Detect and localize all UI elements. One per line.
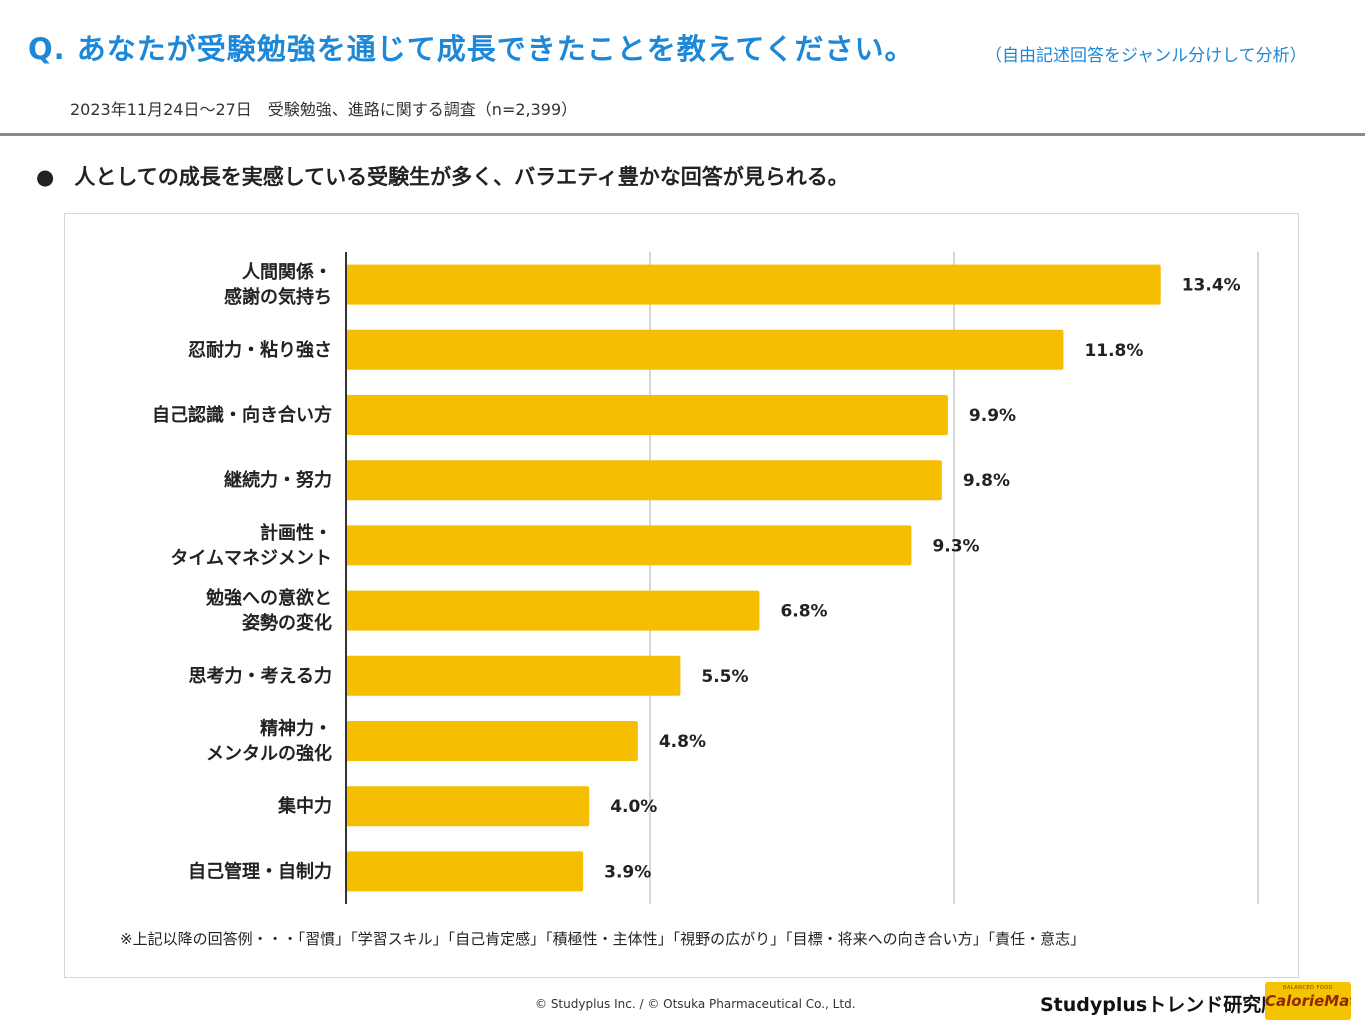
data-label: 9.3% — [932, 536, 979, 556]
bar — [346, 721, 638, 761]
category-label: 自己管理・自制力 — [188, 860, 332, 882]
data-label: 5.5% — [701, 667, 748, 687]
caloriemate-logo: BALANCED FOOD CalorieMate — [1265, 982, 1351, 1020]
bar — [346, 460, 942, 501]
category-label: 感謝の気持ち — [224, 286, 332, 308]
data-label: 11.8% — [1084, 341, 1143, 361]
category-label: 思考力・考える力 — [189, 665, 332, 687]
summary-line: ● 人としての成長を実感している受験生が多く、バラエティ豊かな回答が見られる。 — [36, 161, 849, 191]
category-label: 忍耐力・粘り強さ — [188, 339, 332, 361]
logo-tagline: BALANCED FOOD — [1282, 985, 1334, 991]
category-label: 勉強への意欲と — [205, 587, 332, 609]
category-label: メンタルの強化 — [206, 743, 332, 765]
data-label: 4.0% — [610, 797, 657, 817]
bar — [346, 264, 1161, 305]
copyright: © Studyplus Inc. / © Otsuka Pharmaceutic… — [535, 997, 856, 1011]
survey-info: 2023年11月24日～27日 受験勉強、進路に関する調査（n=2,399） — [70, 100, 578, 119]
bar — [346, 851, 584, 892]
bar — [346, 655, 681, 696]
category-label: 継続力・努力 — [224, 469, 332, 491]
bar — [346, 525, 912, 566]
header: Q. あなたが受験勉強を通じて成長できたことを教えてください。 （自由記述回答を… — [0, 0, 1365, 134]
page-subtitle: （自由記述回答をジャンル分けして分析） — [985, 46, 1307, 66]
bar — [346, 329, 1064, 370]
header-divider — [0, 133, 1365, 136]
category-label: 姿勢の変化 — [242, 612, 332, 634]
data-label: 9.8% — [963, 471, 1010, 491]
brand-name: Studyplusトレンド研究所 — [1040, 994, 1281, 1016]
category-label: 人間関係・ — [242, 261, 332, 283]
data-label: 6.8% — [780, 602, 827, 622]
category-label: 精神力・ — [260, 718, 332, 740]
bar — [346, 395, 948, 435]
bar-chart: 13.4% 人間関係・感謝の気持ち 11.8% 忍耐力・粘り強さ 9.9% 自己認識・向き… — [152, 252, 1259, 904]
chart-panel: 13.4% 人間関係・感謝の気持ち 11.8% 忍耐力・粘り強さ 9.9% 自己認識・向き… — [64, 213, 1299, 978]
category-label: 計画性・ — [260, 522, 332, 544]
data-label: 3.9% — [604, 862, 651, 882]
data-label: 4.8% — [659, 732, 706, 752]
data-label: 9.9% — [969, 406, 1016, 426]
category-label: 自己認識・向き合い方 — [152, 404, 332, 426]
logo-wordmark: CalorieMate — [1265, 992, 1351, 1010]
page-title: Q. あなたが受験勉強を通じて成長できたことを教えてください。 — [28, 32, 915, 66]
data-label: 13.4% — [1182, 276, 1241, 296]
category-label: 集中力 — [277, 795, 332, 817]
bullet-icon: ● — [36, 165, 55, 189]
bar — [346, 590, 760, 631]
summary-text: 人としての成長を実感している受験生が多く、バラエティ豊かな回答が見られる。 — [74, 165, 849, 189]
bar — [346, 786, 590, 827]
footnote: ※上記以降の回答例・・・「習慣」「学習スキル」「自己肯定感」「積極性・主体性」「… — [120, 930, 1086, 948]
category-label: タイムマネジメント — [170, 548, 332, 569]
